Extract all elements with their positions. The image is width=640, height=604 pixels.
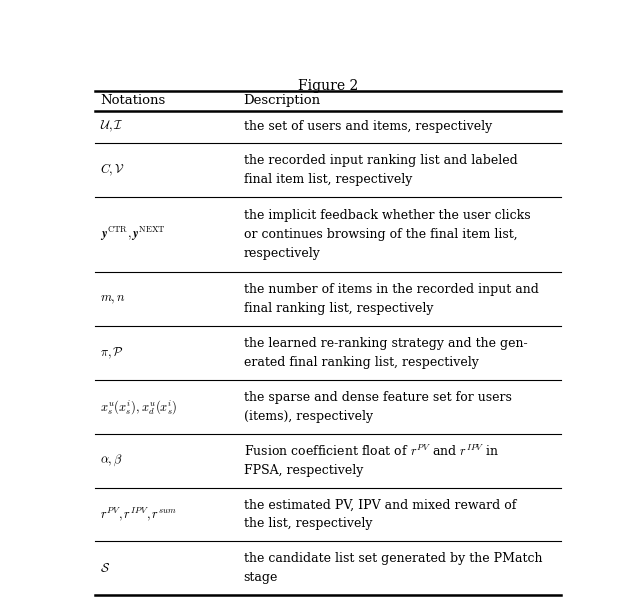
Text: the sparse and dense feature set for users: the sparse and dense feature set for use… — [244, 391, 511, 403]
Text: the recorded input ranking list and labeled: the recorded input ranking list and labe… — [244, 154, 517, 167]
Text: final ranking list, respectively: final ranking list, respectively — [244, 302, 433, 315]
Text: $\alpha, \beta$: $\alpha, \beta$ — [100, 453, 123, 468]
Text: $m, n$: $m, n$ — [100, 292, 125, 306]
Text: the set of users and items, respectively: the set of users and items, respectively — [244, 120, 492, 133]
Text: $\mathcal{U}, \mathcal{I}$: $\mathcal{U}, \mathcal{I}$ — [100, 119, 124, 135]
Text: (items), respectively: (items), respectively — [244, 410, 373, 423]
Text: the learned re-ranking strategy and the gen-: the learned re-ranking strategy and the … — [244, 337, 527, 350]
Text: Description: Description — [244, 94, 321, 108]
Text: or continues browsing of the final item list,: or continues browsing of the final item … — [244, 228, 517, 241]
Text: the implicit feedback whether the user clicks: the implicit feedback whether the user c… — [244, 209, 531, 222]
Text: the number of items in the recorded input and: the number of items in the recorded inpu… — [244, 283, 538, 296]
Text: $\pi, \mathcal{P}$: $\pi, \mathcal{P}$ — [100, 345, 124, 361]
Text: $\mathcal{S}$: $\mathcal{S}$ — [100, 562, 110, 575]
Text: $r^{PV}, r^{IPV}, r^{sum}$: $r^{PV}, r^{IPV}, r^{sum}$ — [100, 506, 177, 523]
Text: Fusion coefficient float of $r^{PV}$ and $r^{IPV}$ in: Fusion coefficient float of $r^{PV}$ and… — [244, 443, 499, 458]
Text: the estimated PV, IPV and mixed reward of: the estimated PV, IPV and mixed reward o… — [244, 498, 516, 512]
Text: Notations: Notations — [100, 94, 165, 108]
Text: stage: stage — [244, 571, 278, 584]
Text: $C, \mathcal{V}$: $C, \mathcal{V}$ — [100, 162, 125, 178]
Text: $x_s^u(x_s^i), x_d^u(x_s^i)$: $x_s^u(x_s^i), x_d^u(x_s^i)$ — [100, 398, 177, 416]
Text: erated final ranking list, respectively: erated final ranking list, respectively — [244, 356, 479, 369]
Text: FPSA, respectively: FPSA, respectively — [244, 463, 363, 477]
Text: Figure 2: Figure 2 — [298, 80, 358, 94]
Text: $\boldsymbol{y}^{\mathrm{CTR}}, \boldsymbol{y}^{\mathrm{NEXT}}$: $\boldsymbol{y}^{\mathrm{CTR}}, \boldsym… — [100, 225, 166, 243]
Text: final item list, respectively: final item list, respectively — [244, 173, 412, 186]
Text: the candidate list set generated by the PMatch: the candidate list set generated by the … — [244, 552, 542, 565]
Text: the list, respectively: the list, respectively — [244, 518, 372, 530]
Text: respectively: respectively — [244, 247, 321, 260]
